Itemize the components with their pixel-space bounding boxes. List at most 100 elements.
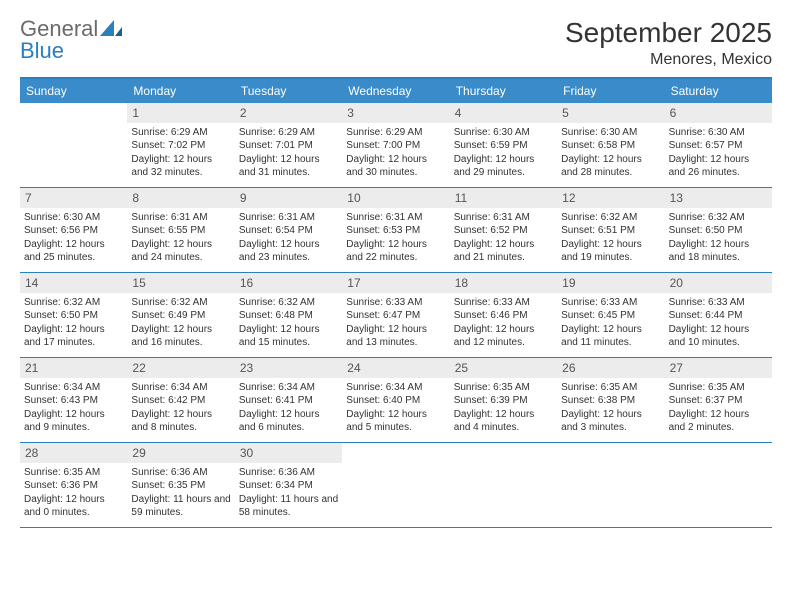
day-details: Sunrise: 6:30 AMSunset: 6:59 PMDaylight:… <box>454 126 553 180</box>
day-details: Sunrise: 6:33 AMSunset: 6:47 PMDaylight:… <box>346 296 445 350</box>
day-details: Sunrise: 6:34 AMSunset: 6:43 PMDaylight:… <box>24 381 123 435</box>
daylight-text: Daylight: 12 hours and 18 minutes. <box>669 238 768 265</box>
sunset-text: Sunset: 6:47 PM <box>346 309 445 323</box>
day-cell <box>20 103 127 187</box>
day-cell: 19Sunrise: 6:33 AMSunset: 6:45 PMDayligh… <box>557 273 664 357</box>
day-number: 4 <box>450 103 557 123</box>
calendar-page: General Blue September 2025 Menores, Mex… <box>0 0 792 538</box>
day-cell <box>450 443 557 527</box>
daylight-text: Daylight: 12 hours and 11 minutes. <box>561 323 660 350</box>
sunrise-text: Sunrise: 6:32 AM <box>24 296 123 310</box>
day-number: 27 <box>665 358 772 378</box>
logo-sail-icon <box>100 20 122 36</box>
daylight-text: Daylight: 11 hours and 59 minutes. <box>131 493 230 520</box>
day-number: 18 <box>450 273 557 293</box>
day-cell: 28Sunrise: 6:35 AMSunset: 6:36 PMDayligh… <box>20 443 127 527</box>
day-cell: 26Sunrise: 6:35 AMSunset: 6:38 PMDayligh… <box>557 358 664 442</box>
daylight-text: Daylight: 12 hours and 31 minutes. <box>239 153 338 180</box>
day-number: 16 <box>235 273 342 293</box>
day-cell: 21Sunrise: 6:34 AMSunset: 6:43 PMDayligh… <box>20 358 127 442</box>
day-number: 1 <box>127 103 234 123</box>
sunrise-text: Sunrise: 6:29 AM <box>239 126 338 140</box>
day-details: Sunrise: 6:35 AMSunset: 6:39 PMDaylight:… <box>454 381 553 435</box>
day-details: Sunrise: 6:30 AMSunset: 6:56 PMDaylight:… <box>24 211 123 265</box>
sunset-text: Sunset: 6:37 PM <box>669 394 768 408</box>
day-cell <box>342 443 449 527</box>
day-number <box>20 103 127 123</box>
day-cell: 13Sunrise: 6:32 AMSunset: 6:50 PMDayligh… <box>665 188 772 272</box>
daylight-text: Daylight: 12 hours and 9 minutes. <box>24 408 123 435</box>
daylight-text: Daylight: 12 hours and 17 minutes. <box>24 323 123 350</box>
daylight-text: Daylight: 12 hours and 5 minutes. <box>346 408 445 435</box>
day-details: Sunrise: 6:36 AMSunset: 6:35 PMDaylight:… <box>131 466 230 520</box>
daylight-text: Daylight: 12 hours and 0 minutes. <box>24 493 123 520</box>
day-details: Sunrise: 6:35 AMSunset: 6:36 PMDaylight:… <box>24 466 123 520</box>
week-row: 21Sunrise: 6:34 AMSunset: 6:43 PMDayligh… <box>20 358 772 443</box>
day-cell: 18Sunrise: 6:33 AMSunset: 6:46 PMDayligh… <box>450 273 557 357</box>
day-cell: 10Sunrise: 6:31 AMSunset: 6:53 PMDayligh… <box>342 188 449 272</box>
day-number: 3 <box>342 103 449 123</box>
sunrise-text: Sunrise: 6:35 AM <box>561 381 660 395</box>
day-details: Sunrise: 6:29 AMSunset: 7:02 PMDaylight:… <box>131 126 230 180</box>
daylight-text: Daylight: 12 hours and 6 minutes. <box>239 408 338 435</box>
sunrise-text: Sunrise: 6:33 AM <box>561 296 660 310</box>
sunrise-text: Sunrise: 6:32 AM <box>131 296 230 310</box>
day-number <box>450 443 557 463</box>
sunrise-text: Sunrise: 6:31 AM <box>239 211 338 225</box>
day-number: 8 <box>127 188 234 208</box>
daylight-text: Daylight: 12 hours and 4 minutes. <box>454 408 553 435</box>
day-details: Sunrise: 6:36 AMSunset: 6:34 PMDaylight:… <box>239 466 338 520</box>
daylight-text: Daylight: 12 hours and 26 minutes. <box>669 153 768 180</box>
daylight-text: Daylight: 12 hours and 25 minutes. <box>24 238 123 265</box>
day-number: 15 <box>127 273 234 293</box>
day-number <box>665 443 772 463</box>
sunrise-text: Sunrise: 6:32 AM <box>561 211 660 225</box>
daylight-text: Daylight: 12 hours and 10 minutes. <box>669 323 768 350</box>
day-number: 26 <box>557 358 664 378</box>
day-cell: 25Sunrise: 6:35 AMSunset: 6:39 PMDayligh… <box>450 358 557 442</box>
sunrise-text: Sunrise: 6:30 AM <box>561 126 660 140</box>
sunset-text: Sunset: 6:51 PM <box>561 224 660 238</box>
day-details: Sunrise: 6:30 AMSunset: 6:57 PMDaylight:… <box>669 126 768 180</box>
day-details: Sunrise: 6:32 AMSunset: 6:50 PMDaylight:… <box>669 211 768 265</box>
day-number: 2 <box>235 103 342 123</box>
weekday-wednesday: Wednesday <box>342 79 449 103</box>
daylight-text: Daylight: 12 hours and 22 minutes. <box>346 238 445 265</box>
sunrise-text: Sunrise: 6:35 AM <box>669 381 768 395</box>
daylight-text: Daylight: 12 hours and 29 minutes. <box>454 153 553 180</box>
day-cell: 14Sunrise: 6:32 AMSunset: 6:50 PMDayligh… <box>20 273 127 357</box>
day-cell: 15Sunrise: 6:32 AMSunset: 6:49 PMDayligh… <box>127 273 234 357</box>
sunset-text: Sunset: 6:41 PM <box>239 394 338 408</box>
daylight-text: Daylight: 12 hours and 2 minutes. <box>669 408 768 435</box>
sunset-text: Sunset: 6:53 PM <box>346 224 445 238</box>
daylight-text: Daylight: 12 hours and 19 minutes. <box>561 238 660 265</box>
sunrise-text: Sunrise: 6:31 AM <box>131 211 230 225</box>
sunset-text: Sunset: 6:39 PM <box>454 394 553 408</box>
weekday-monday: Monday <box>127 79 234 103</box>
day-details: Sunrise: 6:32 AMSunset: 6:50 PMDaylight:… <box>24 296 123 350</box>
day-cell: 29Sunrise: 6:36 AMSunset: 6:35 PMDayligh… <box>127 443 234 527</box>
title-block: September 2025 Menores, Mexico <box>565 18 772 69</box>
sunrise-text: Sunrise: 6:30 AM <box>454 126 553 140</box>
weekday-thursday: Thursday <box>450 79 557 103</box>
sunset-text: Sunset: 7:00 PM <box>346 139 445 153</box>
day-cell: 8Sunrise: 6:31 AMSunset: 6:55 PMDaylight… <box>127 188 234 272</box>
day-number <box>557 443 664 463</box>
week-row: 1 Sunrise: 6:29 AMSunset: 7:02 PMDaylight… <box>20 103 772 188</box>
day-number: 5 <box>557 103 664 123</box>
day-cell <box>557 443 664 527</box>
day-number: 9 <box>235 188 342 208</box>
sunrise-text: Sunrise: 6:29 AM <box>131 126 230 140</box>
day-details: Sunrise: 6:29 AMSunset: 7:01 PMDaylight:… <box>239 126 338 180</box>
daylight-text: Daylight: 11 hours and 58 minutes. <box>239 493 338 520</box>
sunrise-text: Sunrise: 6:31 AM <box>346 211 445 225</box>
day-details: Sunrise: 6:31 AMSunset: 6:52 PMDaylight:… <box>454 211 553 265</box>
weekday-saturday: Saturday <box>665 79 772 103</box>
weekday-header-row: Sunday Monday Tuesday Wednesday Thursday… <box>20 79 772 103</box>
day-details: Sunrise: 6:34 AMSunset: 6:42 PMDaylight:… <box>131 381 230 435</box>
day-cell: 4 Sunrise: 6:30 AMSunset: 6:59 PMDaylight… <box>450 103 557 187</box>
day-cell <box>665 443 772 527</box>
weekday-friday: Friday <box>557 79 664 103</box>
day-number: 6 <box>665 103 772 123</box>
sunrise-text: Sunrise: 6:35 AM <box>24 466 123 480</box>
